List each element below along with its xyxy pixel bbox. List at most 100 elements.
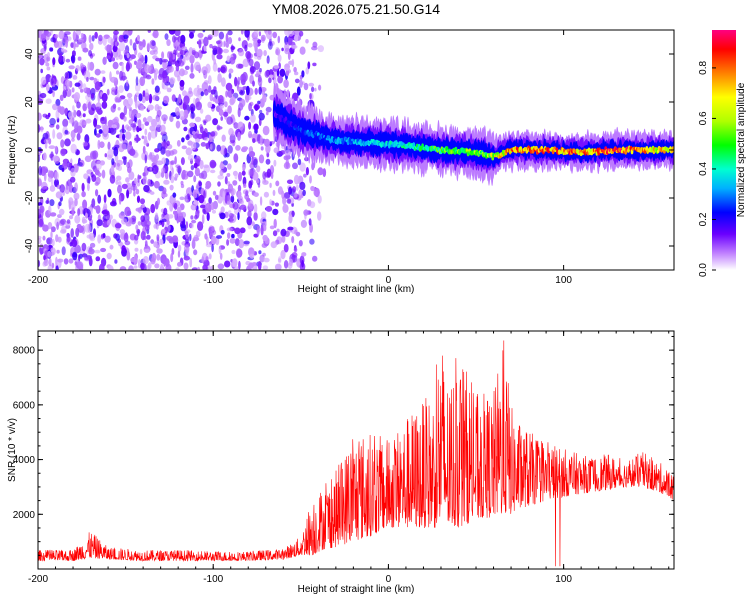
noise-blob: [193, 97, 196, 106]
noise-blob: [276, 228, 280, 233]
noise-blob: [269, 140, 275, 145]
noise-blob: [204, 233, 208, 240]
noise-blob: [148, 93, 153, 104]
noise-blob: [232, 180, 238, 186]
noise-blob: [76, 132, 81, 141]
noise-blob: [55, 265, 59, 270]
noise-blob: [309, 223, 313, 233]
noise-blob: [41, 166, 48, 174]
noise-blob: [161, 228, 166, 234]
noise-blob: [49, 199, 55, 207]
noise-blob: [230, 44, 234, 53]
noise-blob: [51, 262, 55, 269]
noise-blob: [113, 116, 120, 125]
noise-blob: [142, 172, 146, 177]
noise-blob: [273, 218, 277, 229]
noise-blob: [127, 97, 133, 107]
noise-blob: [129, 148, 136, 156]
noise-blob: [231, 233, 235, 239]
noise-blob: [280, 150, 286, 155]
noise-blob: [58, 201, 62, 207]
noise-blob: [228, 72, 232, 79]
x-tick-label: -200: [28, 574, 48, 585]
noise-blob: [64, 186, 70, 195]
noise-blob: [181, 145, 187, 150]
noise-blob: [47, 176, 52, 183]
noise-blob: [163, 95, 170, 104]
noise-blob: [113, 233, 118, 239]
noise-blob: [225, 90, 229, 98]
noise-blob: [78, 38, 84, 43]
noise-blob: [203, 70, 208, 79]
noise-blob: [114, 259, 118, 264]
noise-blob: [121, 218, 128, 225]
noise-blob: [129, 141, 132, 146]
noise-blob: [38, 260, 41, 267]
noise-blob: [177, 215, 182, 223]
noise-blob: [143, 185, 150, 193]
noise-blob: [121, 62, 124, 73]
noise-blob: [288, 186, 293, 195]
noise-blob: [244, 193, 250, 200]
noise-blob: [166, 140, 170, 147]
noise-blob: [117, 184, 122, 194]
noise-blob: [161, 58, 169, 63]
noise-blob: [70, 55, 75, 62]
noise-blob: [163, 179, 170, 185]
noise-blob: [42, 224, 49, 232]
x-tick-label: 0: [386, 574, 392, 585]
noise-blob: [87, 101, 92, 111]
noise-blob: [77, 125, 83, 134]
noise-blob: [259, 196, 263, 206]
noise-blob: [206, 212, 210, 222]
noise-blob: [39, 92, 47, 99]
noise-blob: [61, 47, 65, 52]
noise-blob: [71, 87, 75, 93]
noise-blob: [156, 234, 160, 242]
noise-blob: [260, 34, 266, 42]
noise-blob: [42, 132, 49, 140]
noise-blob: [59, 184, 65, 193]
noise-blob: [291, 45, 298, 49]
noise-blob: [277, 75, 283, 84]
noise-blob: [40, 181, 48, 190]
noise-blob: [287, 51, 291, 61]
noise-blob: [38, 202, 43, 206]
noise-blob: [101, 169, 106, 179]
noise-blob: [217, 73, 222, 83]
noise-blob: [88, 34, 92, 44]
noise-blob: [151, 78, 155, 85]
noise-blob: [91, 103, 96, 111]
noise-blob: [90, 93, 95, 99]
noise-blob: [94, 81, 101, 91]
noise-blob: [205, 180, 212, 189]
noise-blob: [152, 45, 158, 53]
noise-blob: [293, 247, 298, 253]
noise-blob: [268, 74, 274, 79]
x-tick-label: -100: [203, 574, 223, 585]
noise-blob: [71, 137, 75, 142]
noise-blob: [155, 212, 159, 220]
noise-blob: [175, 65, 180, 72]
noise-blob: [111, 158, 115, 166]
noise-blob: [161, 133, 168, 143]
noise-blob: [39, 58, 45, 66]
noise-blob: [189, 233, 192, 242]
noise-blob: [50, 77, 54, 86]
noise-blob: [219, 104, 224, 110]
noise-blob: [281, 47, 284, 52]
noise-blob: [227, 163, 232, 170]
noise-blob: [85, 118, 92, 124]
noise-blob: [129, 38, 133, 46]
noise-blob: [226, 173, 231, 177]
noise-blob: [97, 92, 101, 103]
noise-blob: [256, 225, 260, 236]
noise-blob: [265, 205, 273, 212]
noise-blob: [47, 169, 51, 174]
noise-blob: [125, 79, 129, 87]
noise-blob: [260, 146, 264, 151]
noise-blob: [283, 155, 289, 161]
noise-blob: [285, 158, 289, 169]
noise-blob: [39, 205, 45, 213]
snr-y-ticks: 2000 4000 6000 8000: [13, 335, 674, 556]
